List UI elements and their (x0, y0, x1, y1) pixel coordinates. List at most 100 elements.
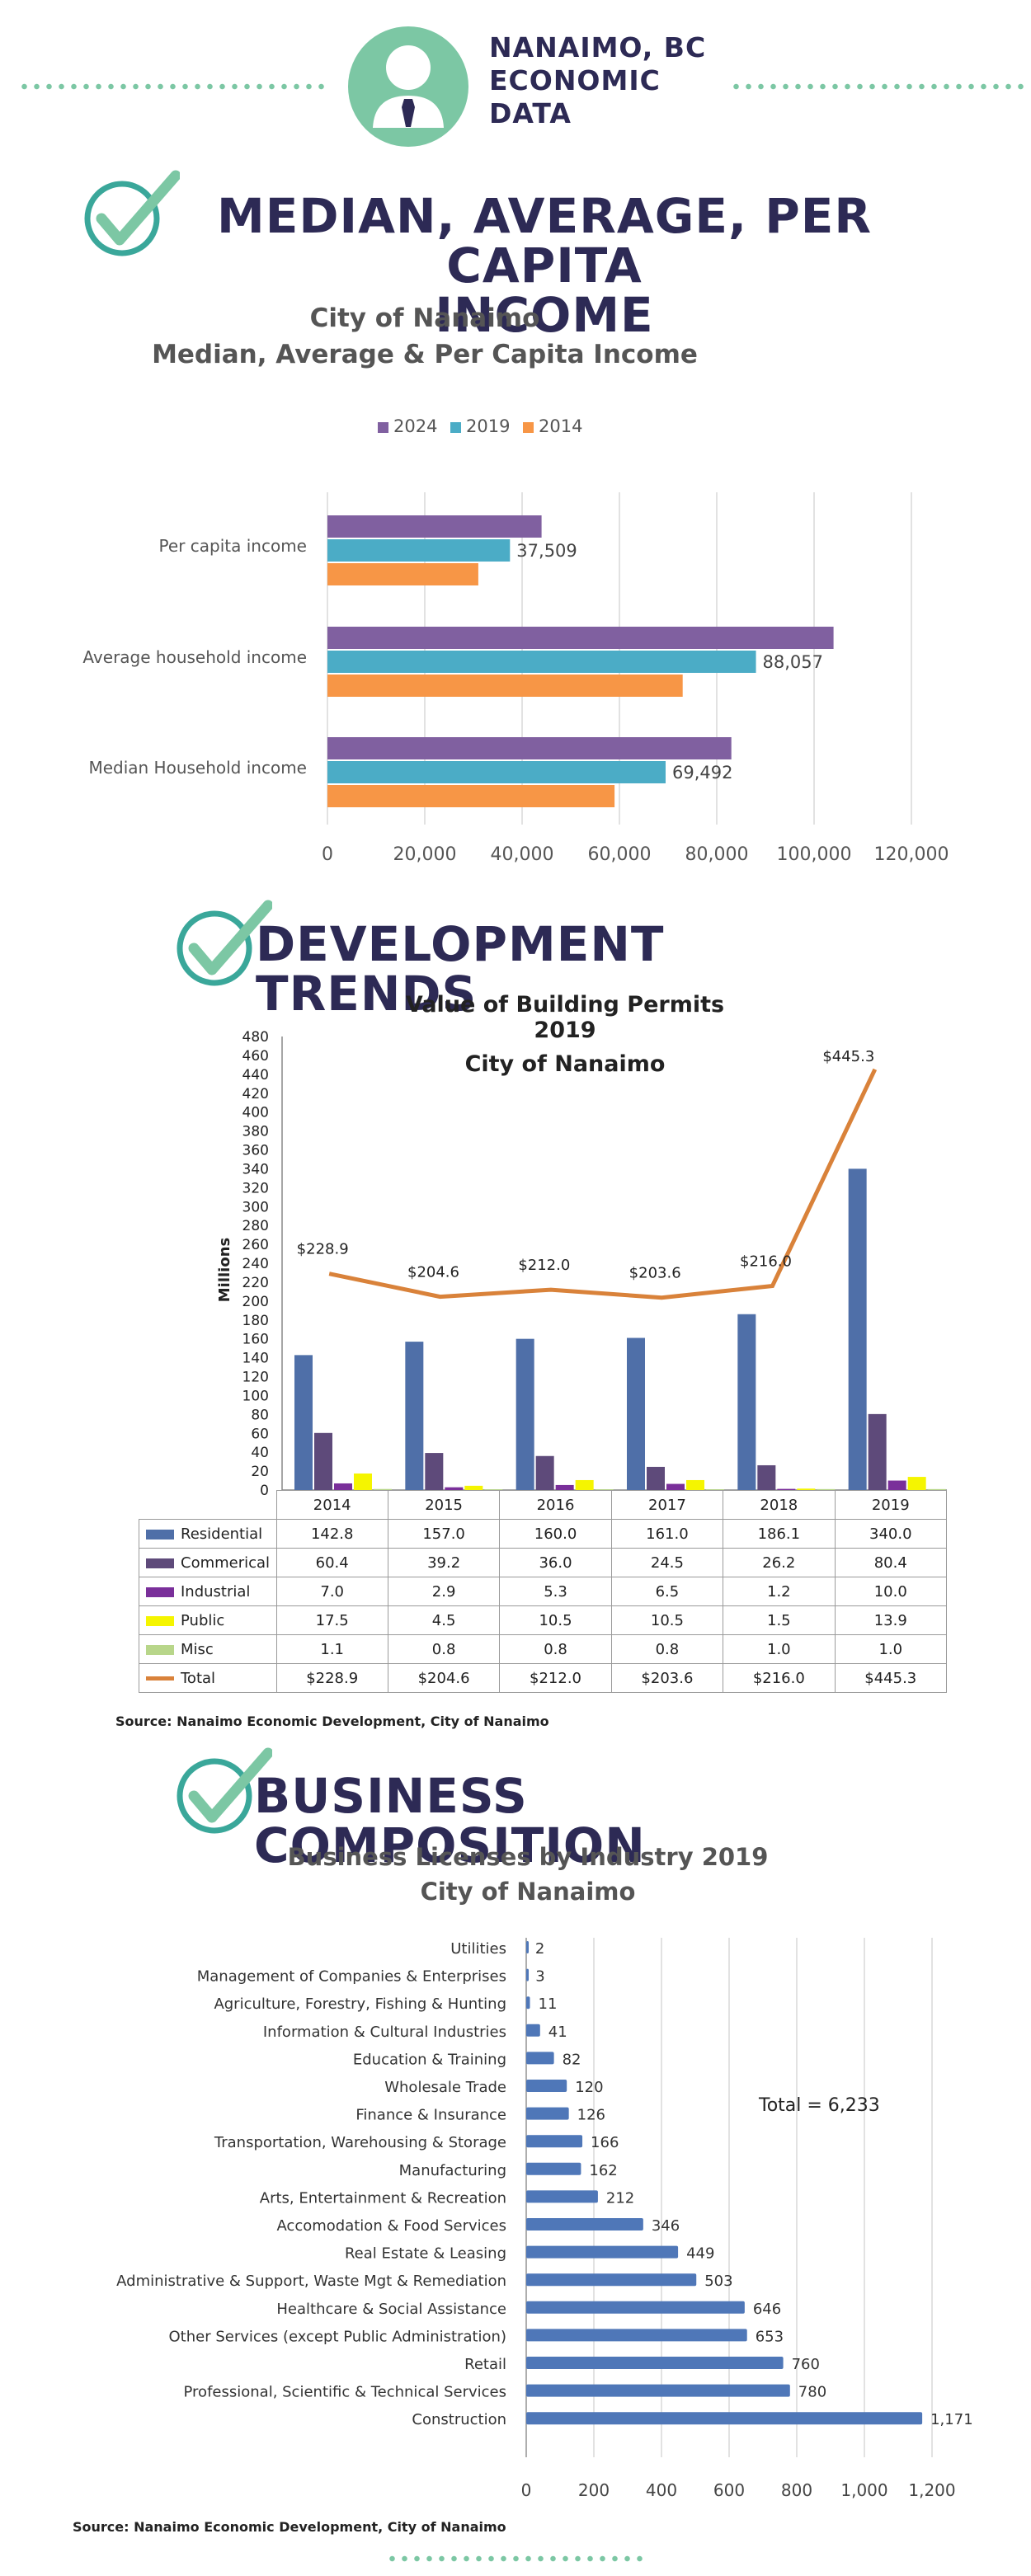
bar-2019 (327, 761, 666, 783)
data-label: 69,492 (672, 763, 732, 783)
bar-Commerical (868, 1413, 887, 1490)
bar-Commerical (757, 1464, 776, 1490)
bar-Misc (484, 1489, 503, 1491)
y-tick-label: 180 (242, 1313, 269, 1329)
bar (526, 2301, 745, 2314)
y-tick-label: 360 (242, 1143, 269, 1159)
bar-2019 (327, 651, 756, 673)
category-label: Other Services (except Public Administra… (169, 2328, 506, 2345)
table-row: Commerical 60.4 39.2 36.0 24.5 26.2 80.4 (139, 1548, 948, 1577)
bar-Residential (294, 1355, 313, 1490)
x-tick-label: 80,000 (685, 844, 749, 865)
series-name: Commerical (181, 1554, 271, 1572)
table-cell: $203.6 (610, 1663, 724, 1693)
bar-Industrial (887, 1480, 906, 1490)
income-title-line1: MEDIAN, AVERAGE, PER CAPITA (217, 188, 872, 294)
total-annotation: Total = 6,233 (758, 2095, 880, 2116)
header-logo (346, 25, 470, 148)
data-label: 37,509 (516, 541, 577, 561)
x-tick-label: 100,000 (777, 844, 852, 865)
category-label: Transportation, Warehousing & Storage (214, 2134, 506, 2151)
data-label: 120 (575, 2079, 603, 2096)
table-cell: 5.3 (499, 1577, 612, 1606)
income-chart-title: City of Nanaimo Median, Average & Per Ca… (0, 303, 850, 369)
category-label: Manufacturing (399, 2162, 506, 2179)
bar-Industrial (777, 1488, 796, 1490)
x-tick-label: 200 (578, 2480, 610, 2500)
table-cell: $212.0 (499, 1663, 612, 1693)
table-cell: 10.5 (610, 1605, 724, 1635)
data-label: 1,171 (930, 2411, 973, 2428)
business-source: Source: Nanaimo Economic Development, Ci… (73, 2519, 506, 2535)
check-icon (169, 1746, 272, 1837)
series-name: Total (181, 1669, 216, 1687)
table-cell: $216.0 (723, 1663, 836, 1693)
header-title: NANAIMO, BC ECONOMIC DATA (489, 31, 737, 130)
legend-swatch (146, 1586, 174, 1597)
category-label: Healthcare & Social Assistance (276, 2301, 506, 2318)
y-tick-label: 200 (242, 1294, 269, 1310)
header-title-line3: DATA (489, 97, 572, 129)
table-cell: 4.5 (387, 1605, 501, 1635)
bar-Misc (706, 1489, 724, 1491)
data-label: 646 (753, 2301, 781, 2318)
y-axis-label: Millions (216, 1238, 233, 1303)
bar-2019 (327, 539, 511, 562)
bar-Commerical (535, 1455, 554, 1490)
y-tick-label: 80 (251, 1407, 269, 1423)
data-label: 82 (563, 2051, 581, 2068)
income-chart-title-line1: City of Nanaimo (309, 303, 540, 333)
bar (526, 2245, 679, 2259)
table-header-cell: 2014 (275, 1490, 388, 1520)
income-title-line2: INCOME (435, 287, 654, 343)
category-label: Median Household income (88, 758, 307, 778)
table-cell: $204.6 (387, 1663, 501, 1693)
x-tick-label: 400 (646, 2480, 677, 2500)
permits-source: Source: Nanaimo Economic Development, Ci… (115, 1713, 549, 1729)
category-label: Average household income (82, 647, 307, 667)
income-section-title: MEDIAN, AVERAGE, PER CAPITA INCOME (115, 191, 973, 340)
category-label: Professional, Scientific & Technical Ser… (184, 2384, 506, 2401)
data-label: 760 (792, 2356, 820, 2373)
table-header-row: 2014 2015 2016 2017 2018 2019 (139, 1490, 948, 1520)
bar-Residential (848, 1168, 867, 1490)
bar (526, 1996, 530, 2010)
legend-label-2014: 2014 (539, 416, 582, 436)
category-label: Accomodation & Food Services (276, 2217, 506, 2235)
y-tick-label: 260 (242, 1237, 269, 1253)
permits-chart-title-line1: Value of Building Permits 2019 (405, 992, 725, 1043)
x-tick-label: 1,200 (908, 2480, 955, 2500)
series-name: Residential (181, 1525, 263, 1543)
bar (526, 2024, 540, 2037)
x-tick-label: 1,000 (840, 2480, 887, 2500)
y-tick-label: 100 (242, 1388, 269, 1404)
table-row-label: Public (139, 1605, 277, 1635)
bar-Public (686, 1479, 704, 1490)
data-label: 212 (606, 2189, 634, 2207)
y-tick-label: 20 (251, 1464, 269, 1480)
bar-Misc (374, 1488, 392, 1490)
data-label: 2 (535, 1940, 544, 1958)
table-cell: 0.8 (387, 1634, 501, 1664)
table-cell: 1.0 (723, 1634, 836, 1664)
category-label: Real Estate & Leasing (345, 2245, 506, 2263)
business-section-title: BUSINESS COMPOSITION (254, 1768, 646, 1873)
data-label: 3 (535, 1968, 544, 1986)
total-data-label: $216.0 (740, 1253, 792, 1271)
total-data-label: $228.9 (297, 1241, 349, 1258)
table-cell: 1.2 (723, 1577, 836, 1606)
person-tie-icon (348, 26, 468, 147)
table-row: Misc 1.1 0.8 0.8 0.8 1.0 1.0 (139, 1634, 948, 1664)
table-cell: 0.8 (499, 1634, 612, 1664)
category-label: Retail (464, 2356, 506, 2373)
y-tick-label: 160 (242, 1332, 269, 1348)
bar (526, 2107, 569, 2120)
bar (526, 2384, 790, 2397)
table-header-cell: 2015 (387, 1490, 501, 1520)
bar-2024 (327, 737, 732, 759)
bar-Residential (627, 1337, 645, 1490)
bar-Public (907, 1477, 926, 1490)
series-name: Misc (181, 1640, 214, 1658)
bar-Industrial (334, 1483, 352, 1490)
table-row: Total $228.9 $204.6 $212.0 $203.6 $216.0 $445.… (139, 1663, 948, 1693)
